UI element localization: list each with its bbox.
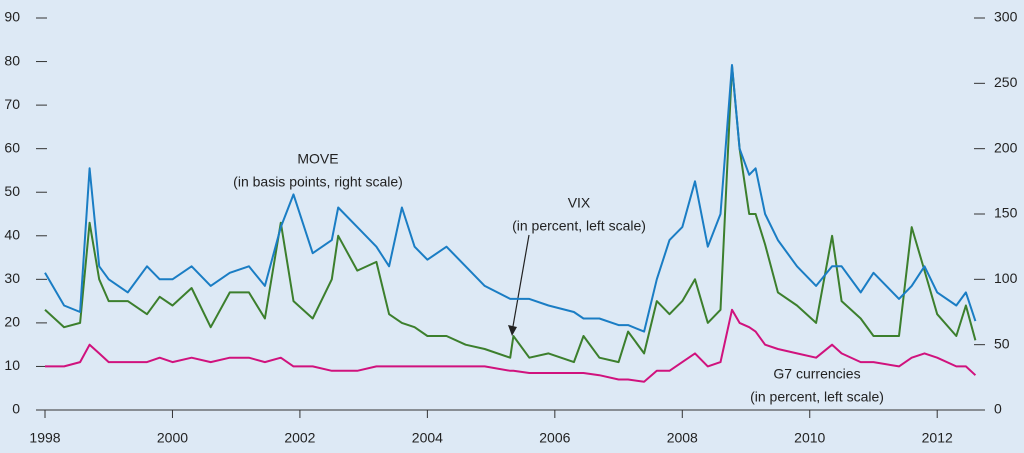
- x-tick-label: 2004: [412, 430, 443, 446]
- x-tick-label: 2008: [667, 430, 698, 446]
- y-tick-label: 10: [4, 357, 20, 373]
- annotation: MOVE: [297, 151, 338, 167]
- x-tick-label: 2010: [794, 430, 825, 446]
- y2-tick-label: 300: [994, 9, 1018, 25]
- y-tick-label: 60: [4, 139, 20, 155]
- annotation: (in percent, left scale): [750, 389, 884, 405]
- y2-tick-label: 250: [994, 74, 1018, 90]
- y-tick-label: 40: [4, 226, 20, 242]
- series-line: [44, 64, 977, 364]
- x-tick-label: 2012: [922, 430, 953, 446]
- y-tick-label: 70: [4, 96, 20, 112]
- y2-tick-label: 150: [994, 205, 1018, 221]
- y-tick-label: 30: [4, 270, 20, 286]
- series-line: [45, 308, 977, 383]
- annotation: (in basis points, right scale): [233, 174, 403, 190]
- y-tick-label: 90: [4, 9, 20, 25]
- y2-tick-label: 50: [994, 335, 1010, 351]
- y-tick-label: 0: [12, 401, 20, 417]
- annotation: VIX: [568, 195, 591, 211]
- y-tick-label: 80: [4, 52, 20, 68]
- y2-tick-label: 0: [994, 401, 1002, 417]
- y-tick-label: 20: [4, 314, 20, 330]
- y2-tick-label: 100: [994, 270, 1018, 286]
- x-tick-label: 1998: [29, 430, 60, 446]
- annotation: (in percent, left scale): [512, 218, 646, 234]
- x-tick-label: 2006: [539, 430, 570, 446]
- x-tick-label: 2002: [284, 430, 315, 446]
- y-tick-label: 50: [4, 183, 20, 199]
- x-tick-label: 2000: [157, 430, 188, 446]
- arrow-head: [508, 325, 517, 336]
- series-line: [44, 64, 977, 333]
- y2-tick-label: 200: [994, 139, 1018, 155]
- annotation: G7 currencies: [773, 366, 860, 382]
- annotation-arrow: [511, 234, 530, 333]
